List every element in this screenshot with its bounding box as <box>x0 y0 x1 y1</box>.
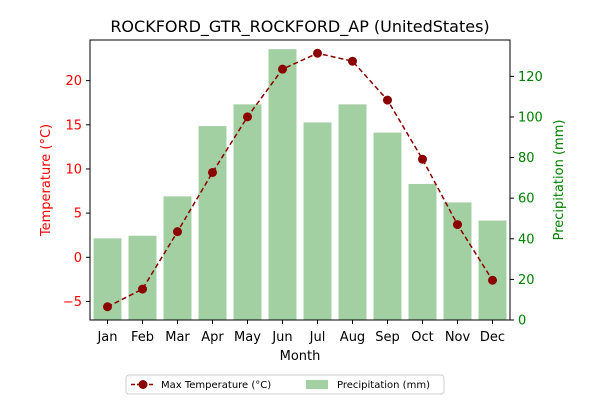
x-axis-label: Month <box>280 349 321 364</box>
left-y-tick-label: 5 <box>74 207 82 222</box>
temperature-line-layer <box>103 48 497 312</box>
chart-title: ROCKFORD_GTR_ROCKFORD_AP (UnitedStates) <box>110 17 489 37</box>
temperature-point <box>208 167 217 177</box>
x-tick-label: Feb <box>131 330 154 345</box>
precipitation-bar <box>373 132 402 320</box>
x-tick-label: Nov <box>445 330 471 345</box>
temperature-point <box>418 154 427 164</box>
right-y-tick-label: 0 <box>518 314 526 329</box>
precipitation-bar <box>268 49 297 320</box>
left-y-tick-label: 15 <box>65 118 82 133</box>
temperature-point <box>313 48 322 58</box>
legend-label-precipitation: Precipitation (mm) <box>337 380 430 391</box>
temperature-point <box>488 275 497 285</box>
x-tick-label: Jun <box>271 330 292 345</box>
temperature-line <box>107 52 494 308</box>
precipitation-bar <box>443 202 472 320</box>
x-tick-label: May <box>234 330 261 345</box>
left-y-tick-label: −5 <box>63 295 82 310</box>
x-tick-label: Sep <box>375 330 400 345</box>
temperature-point <box>348 56 357 66</box>
precipitation-bar <box>128 235 157 320</box>
right-y-axis-label: Precipitation (mm) <box>552 120 567 241</box>
temperature-point <box>173 227 182 237</box>
legend-label-temperature: Max Temperature (°C) <box>161 380 271 391</box>
legend-bar-swatch <box>306 380 328 389</box>
temperature-point <box>453 220 462 230</box>
x-tick-label: Mar <box>165 330 190 345</box>
precipitation-bar <box>338 104 367 320</box>
temperature-point <box>383 95 392 105</box>
right-y-tick-label: 20 <box>518 273 535 288</box>
legend-box <box>125 374 445 395</box>
left-y-tick-label: 0 <box>74 251 82 266</box>
right-y-tick-label: 60 <box>518 192 535 207</box>
legend: Max Temperature (°C) Precipitation (mm) <box>125 374 445 395</box>
temperature-point <box>278 64 287 74</box>
precipitation-bar <box>408 183 437 320</box>
x-axis: Jan Feb Mar Apr May Jun Jul Aug Sep Oct Nov Dec <box>96 320 505 345</box>
precipitation-bar <box>198 126 227 320</box>
right-y-tick-label: 80 <box>518 151 535 166</box>
right-y-axis: 0 20 40 60 80 100 120 <box>510 70 543 329</box>
left-y-tick-label: 20 <box>65 74 82 89</box>
x-tick-label: Jan <box>96 330 117 345</box>
left-y-tick-label: 10 <box>65 162 82 177</box>
right-y-tick-label: 40 <box>518 232 535 247</box>
precipitation-bar <box>163 196 192 320</box>
right-y-tick-label: 120 <box>518 70 543 85</box>
x-tick-label: Apr <box>201 330 224 345</box>
x-tick-label: Dec <box>480 330 505 345</box>
left-y-axis-label: Temperature (°C) <box>39 124 54 237</box>
temperature-point <box>103 302 112 312</box>
temperature-point <box>138 284 147 294</box>
x-tick-label: Aug <box>340 330 365 345</box>
temperature-point <box>243 112 252 122</box>
x-tick-label: Oct <box>411 330 433 345</box>
precipitation-bar <box>478 220 507 320</box>
precipitation-bar <box>233 104 262 320</box>
legend-marker-swatch <box>138 380 148 389</box>
left-y-axis: −5 0 5 10 15 20 <box>63 74 90 310</box>
plot-frame <box>89 39 511 321</box>
precipitation-bar <box>303 122 332 320</box>
x-tick-label: Jul <box>309 330 326 345</box>
right-y-tick-label: 100 <box>518 110 543 125</box>
